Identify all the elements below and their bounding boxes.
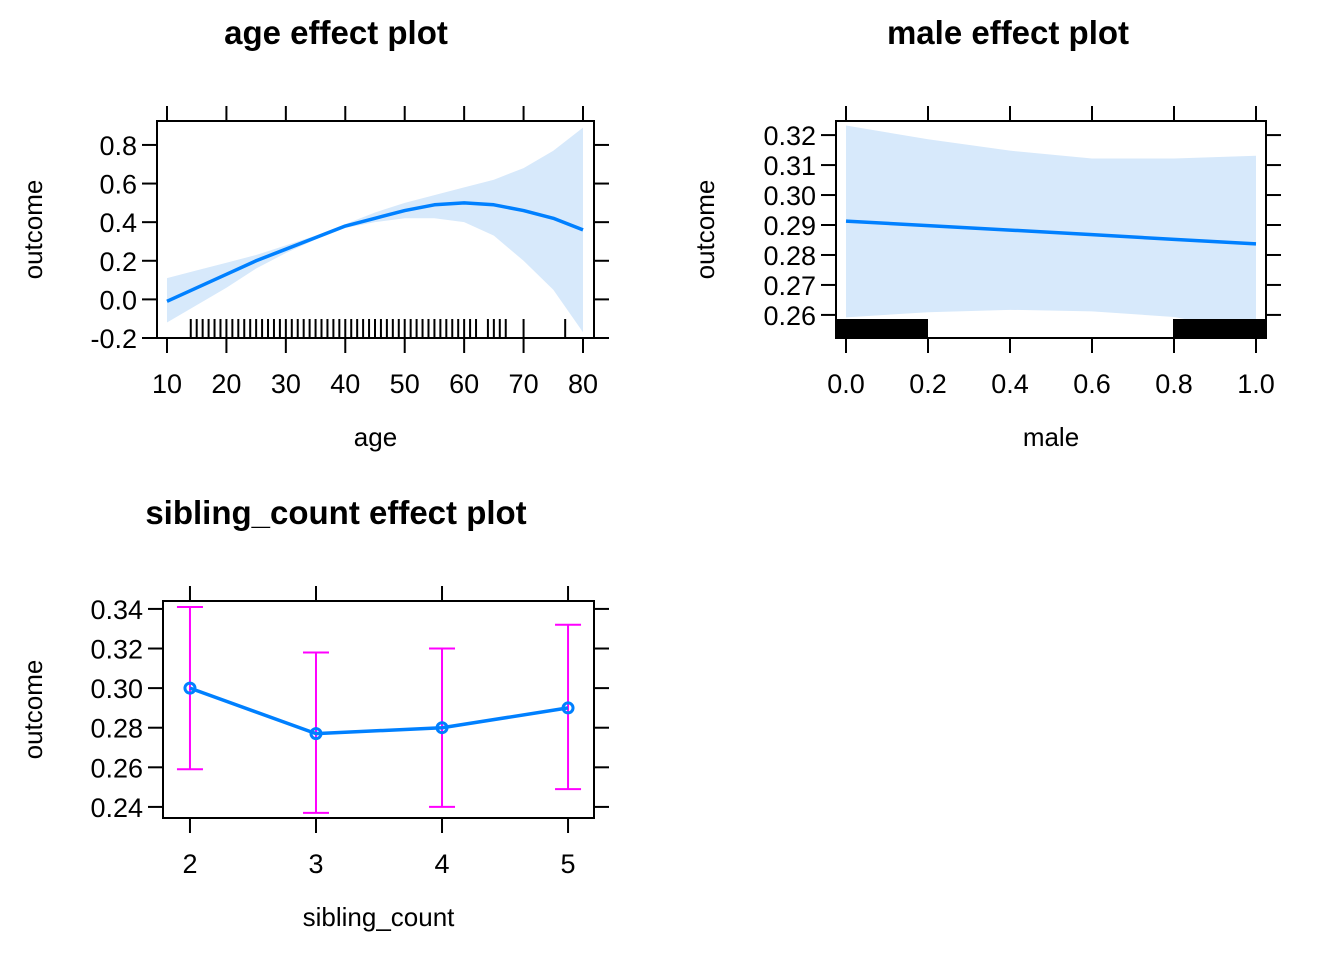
x-tick-label: 1.0 xyxy=(1237,369,1275,399)
y-tick-label: 0.28 xyxy=(90,714,143,744)
y-tick-label: 0.24 xyxy=(90,793,143,823)
x-axis-label: male xyxy=(1023,422,1079,452)
y-tick-label: 0.30 xyxy=(763,181,816,211)
y-axis-label: outcome xyxy=(18,180,48,280)
y-tick-label: 0.32 xyxy=(763,121,816,151)
x-tick-label: 0.6 xyxy=(1073,369,1111,399)
y-axis-label: outcome xyxy=(18,660,48,760)
data-point xyxy=(561,701,575,715)
x-tick-label: 4 xyxy=(435,849,450,879)
y-axis-label: outcome xyxy=(690,180,720,280)
x-tick-label: 50 xyxy=(390,369,420,399)
y-tick-label: 0.4 xyxy=(99,208,137,238)
y-tick-label: 0.8 xyxy=(99,131,137,161)
panel-frame xyxy=(835,120,1267,339)
x-tick-label: 5 xyxy=(561,849,576,879)
data-point xyxy=(309,727,323,741)
y-tick-label: 0.0 xyxy=(99,285,137,315)
y-tick-label: 0.2 xyxy=(99,247,137,277)
x-tick-label: 80 xyxy=(568,369,598,399)
x-tick-label: 0.0 xyxy=(827,369,865,399)
rug-block xyxy=(1172,319,1266,339)
x-tick-label: 60 xyxy=(449,369,479,399)
x-tick-label: 30 xyxy=(271,369,301,399)
chart-title: age effect plot xyxy=(224,14,448,51)
y-tick-label: 0.26 xyxy=(763,301,816,331)
confidence-band xyxy=(166,127,584,333)
x-tick-label: 0.8 xyxy=(1155,369,1193,399)
error-bar xyxy=(555,623,582,791)
x-axis-label: sibling_count xyxy=(303,902,456,932)
panel-frame xyxy=(156,120,595,339)
y-tick-label: 0.29 xyxy=(763,211,816,241)
y-tick-label: 0.30 xyxy=(90,674,143,704)
x-tick-label: 10 xyxy=(152,369,182,399)
y-tick-label: 0.32 xyxy=(90,635,143,665)
x-axis-label: age xyxy=(354,422,397,452)
x-tick-label: 3 xyxy=(308,849,323,879)
fit-line xyxy=(845,219,1257,246)
y-tick-label: 0.26 xyxy=(90,753,143,783)
x-tick-label: 20 xyxy=(211,369,241,399)
x-tick-label: 0.4 xyxy=(991,369,1029,399)
panel-frame xyxy=(162,600,595,819)
data-point xyxy=(183,681,197,695)
x-tick-label: 70 xyxy=(509,369,539,399)
y-tick-label: 0.31 xyxy=(763,151,816,181)
chart-title: male effect plot xyxy=(887,14,1129,51)
confidence-band xyxy=(846,125,1256,333)
data-point xyxy=(435,721,449,735)
y-tick-label: 0.34 xyxy=(90,595,143,625)
y-tick-label: 0.6 xyxy=(99,170,137,200)
x-tick-label: 0.2 xyxy=(909,369,947,399)
y-tick-label: 0.28 xyxy=(763,241,816,271)
panel-0: age effect plot 10 20 30 40 50 60 70 80 -0.2 0.0 0.… xyxy=(18,14,609,452)
x-tick-label: 2 xyxy=(182,849,197,879)
panel-2: sibling_count effect plot 2 3 4 5 0.24 0.26 0.2… xyxy=(18,494,609,932)
chart-title: sibling_count effect plot xyxy=(145,494,526,531)
x-tick-label: 40 xyxy=(330,369,360,399)
rug-block xyxy=(835,319,929,339)
y-tick-label: 0.27 xyxy=(763,271,816,301)
fit-line xyxy=(166,201,584,303)
y-tick-label: -0.2 xyxy=(90,324,137,354)
fit-line xyxy=(189,686,569,736)
